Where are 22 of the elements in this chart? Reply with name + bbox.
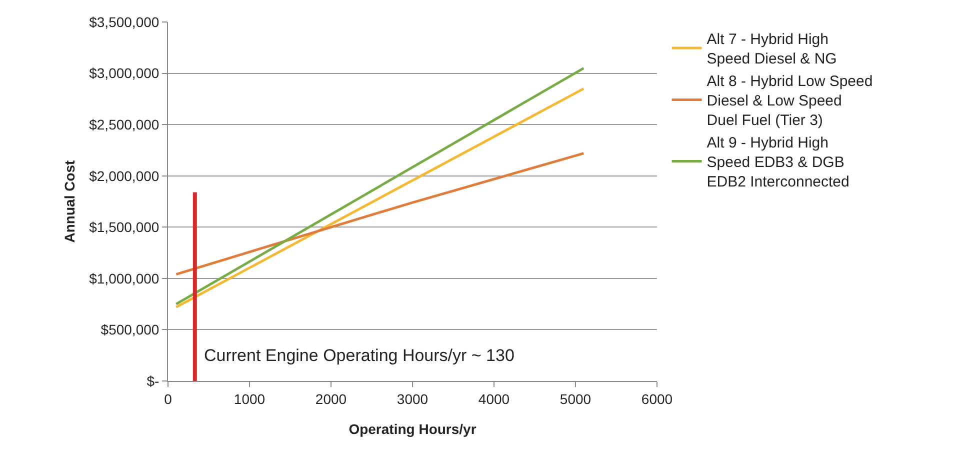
legend-label: Alt 7 - Hybrid High Speed Diesel & NG — [706, 31, 837, 68]
x-tick-label: 5000 — [560, 390, 592, 407]
legend-label: Alt 9 - Hybrid High Speed EDB3 & DGB EDB2 Interconnected — [706, 134, 850, 191]
y-tick-label: $3,000,000 — [89, 65, 160, 82]
y-axis-title: Annual Cost — [62, 160, 78, 243]
y-tick-label: $2,000,000 — [89, 168, 160, 184]
y-tick-label: $2,500,000 — [89, 116, 160, 132]
x-tick-label: 0 — [164, 390, 172, 407]
x-tick-label: 3000 — [396, 390, 428, 407]
y-tick-label: $3,500,000 — [89, 14, 160, 30]
x-tick-label: 2000 — [315, 390, 347, 407]
y-tick-label: $1,000,000 — [89, 270, 160, 286]
annotation: Current Engine Operating Hours/yr ~ 130 — [204, 346, 514, 365]
x-tick-label: 1000 — [234, 390, 266, 407]
y-tick-label: $500,000 — [100, 322, 160, 338]
legend-label: Alt 8 - Hybrid Low Speed Diesel & Low Speed Duel Fuel (Tier 3) — [706, 73, 873, 130]
line-series — [174, 152, 585, 276]
x-axis-title: Operating Hours/yr — [348, 421, 477, 438]
y-tick-label: $1,500,000 — [89, 219, 160, 236]
y-tick-label: $- — [146, 372, 160, 389]
x-tick-label: 4000 — [478, 390, 510, 407]
x-tick-label: 6000 — [641, 390, 673, 407]
